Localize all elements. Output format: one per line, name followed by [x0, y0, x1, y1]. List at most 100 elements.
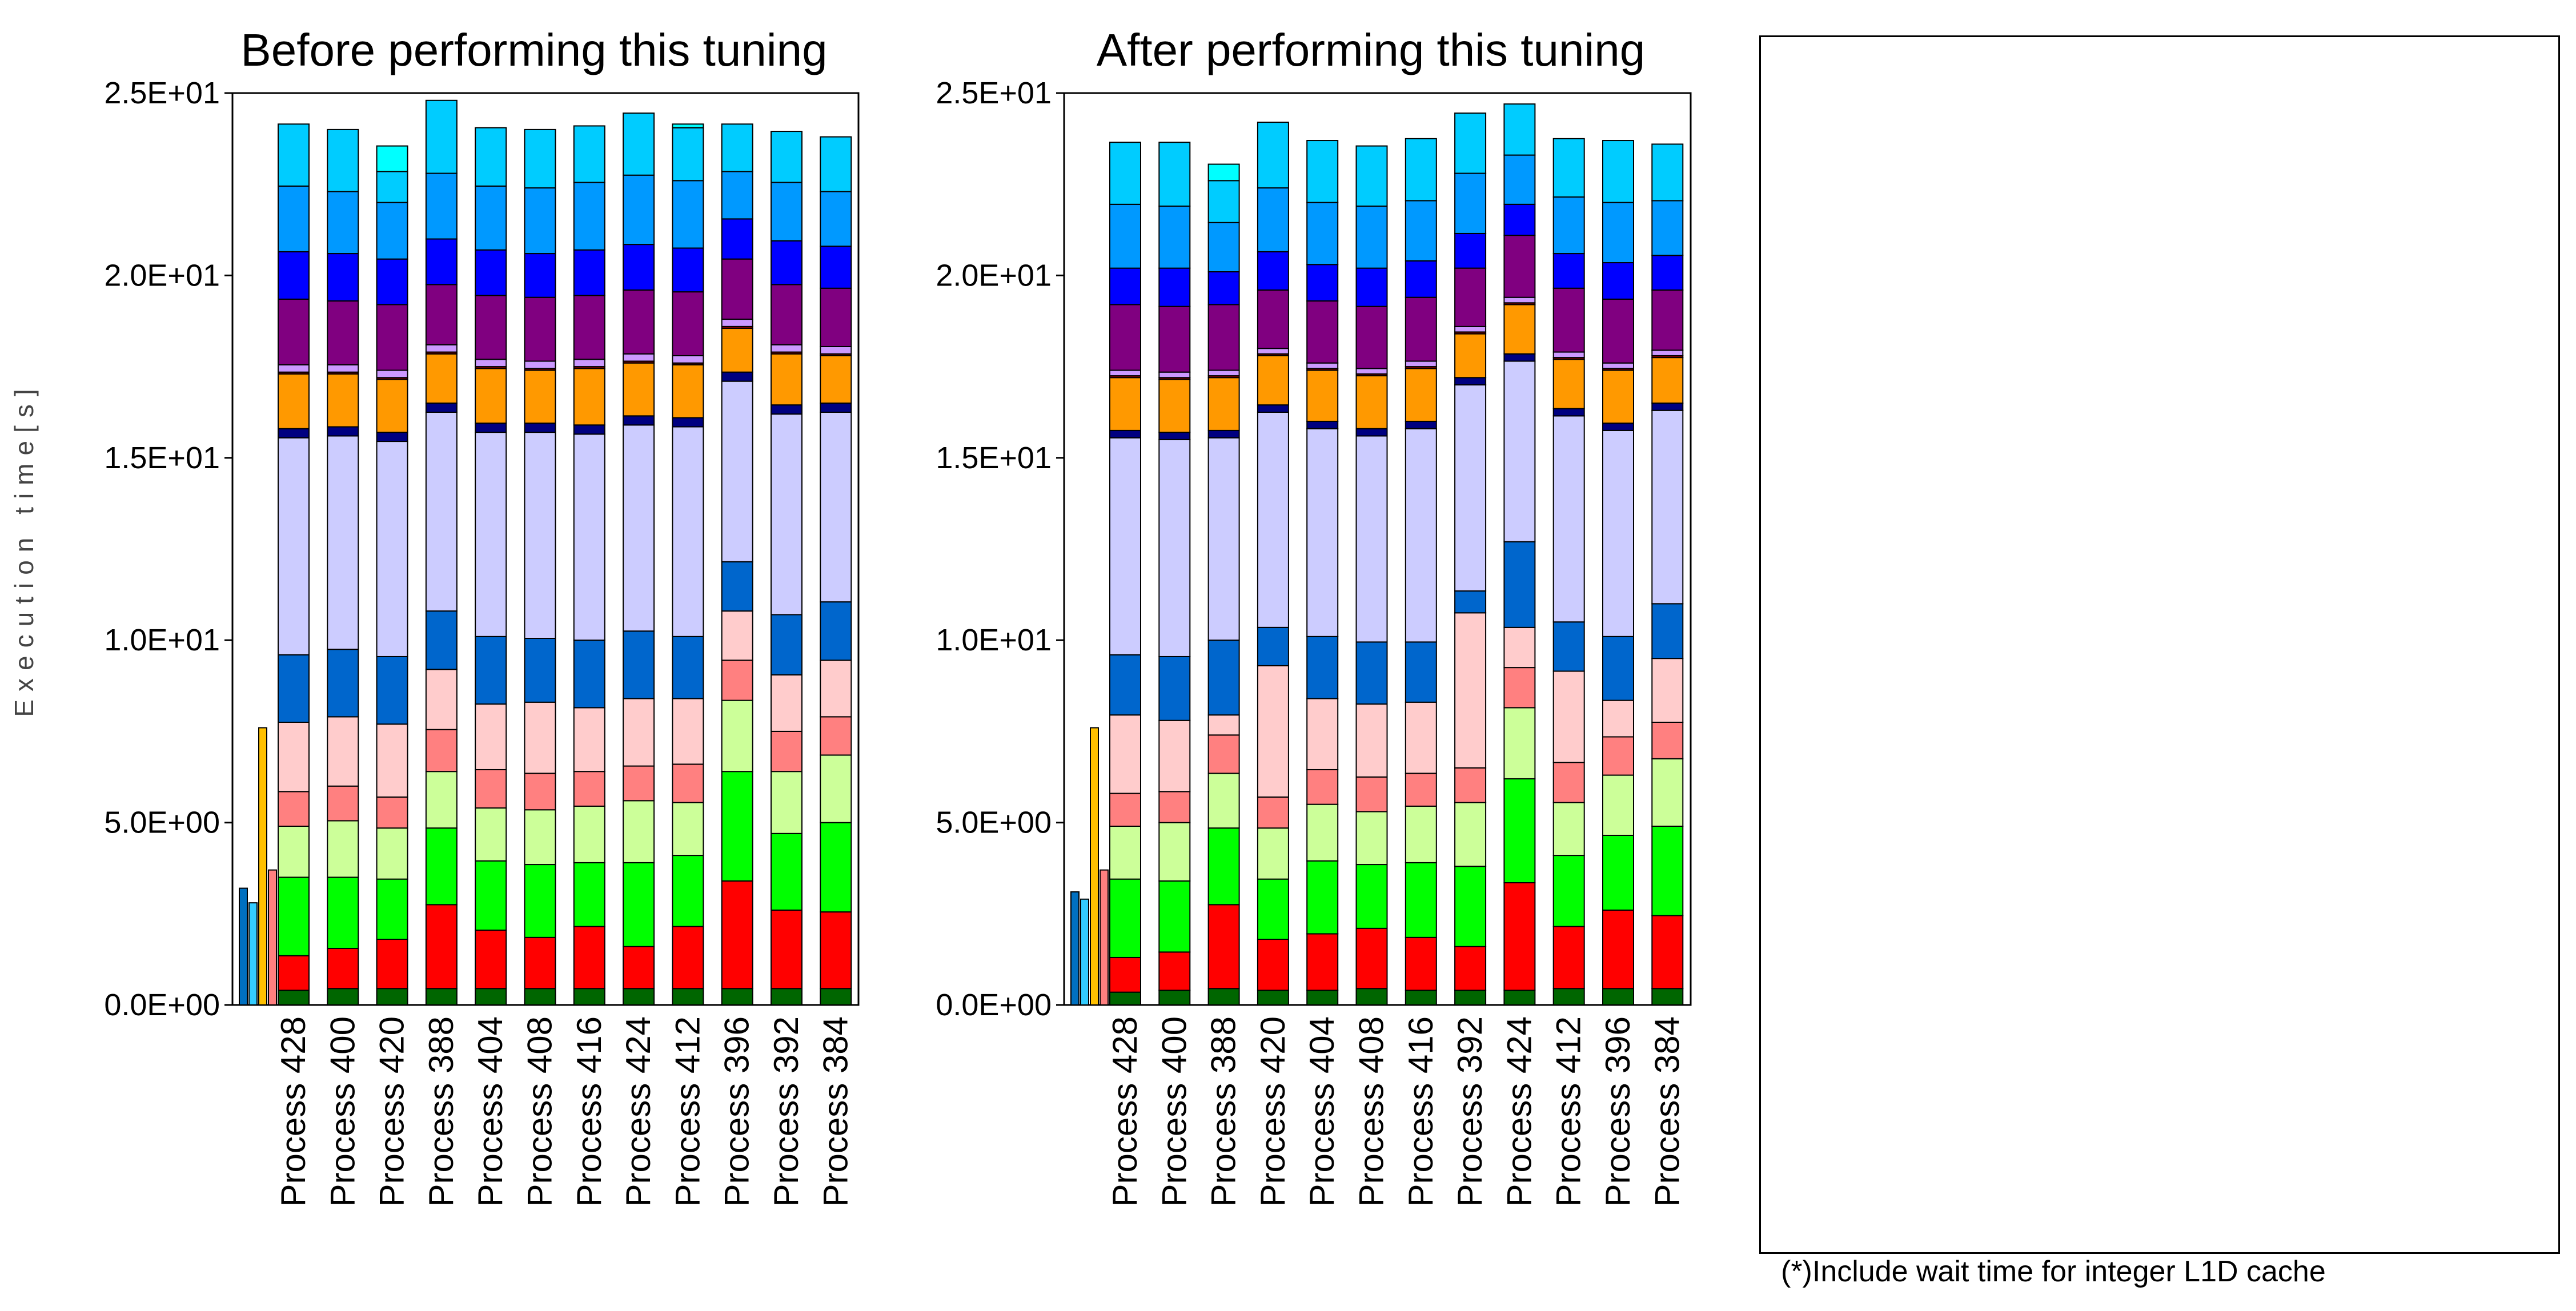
bar-segment — [820, 988, 852, 1006]
bar-segment — [1503, 707, 1536, 779]
bar-segment — [771, 674, 803, 732]
bar-segment — [1602, 909, 1634, 990]
bar-segment — [771, 404, 803, 415]
bar-segment — [425, 411, 458, 612]
bar-segment — [771, 284, 803, 345]
bar-segment — [1651, 603, 1684, 659]
bar-segment — [475, 368, 507, 424]
bar-segment — [425, 99, 458, 174]
bar-segment — [1355, 927, 1388, 990]
bar-segment — [771, 909, 803, 990]
bar-segment — [1257, 411, 1289, 628]
bar-segment — [278, 437, 310, 656]
bar-segment — [1503, 103, 1536, 156]
bar-segment — [1306, 420, 1339, 429]
bar-segment — [721, 380, 753, 562]
bar-segment — [1158, 951, 1191, 991]
bar-segment — [327, 649, 359, 718]
bar-segment — [1503, 626, 1536, 669]
bar-segment — [327, 820, 359, 878]
x-tick-label: Process 400 — [323, 1016, 362, 1207]
bar-segment — [1306, 803, 1339, 862]
bar-segment — [1109, 878, 1141, 958]
bar-segment — [1109, 429, 1141, 439]
bar-segment — [425, 827, 458, 906]
bar-segment — [475, 860, 507, 931]
bar-segment — [1552, 762, 1585, 803]
bar-segment — [623, 862, 655, 947]
bar-segment — [1207, 222, 1240, 273]
bar-segment — [1355, 811, 1388, 866]
bar-segment — [1158, 990, 1191, 1006]
bar-segment — [278, 825, 310, 878]
bar-segment — [327, 364, 359, 373]
bar-segment — [771, 182, 803, 242]
bar-segment — [1109, 793, 1141, 827]
bar-segment — [1405, 420, 1437, 429]
bar-segment — [278, 791, 310, 827]
bar-segment — [573, 249, 605, 296]
y-tick-label: 2.5E+01 — [936, 76, 1052, 110]
bar-segment — [1158, 432, 1191, 440]
bar-segment — [1552, 670, 1585, 763]
bar-segment — [278, 251, 310, 300]
bar-segment — [425, 284, 458, 345]
y-tick-label: 0.0E+00 — [104, 988, 220, 1022]
bar-segment — [672, 698, 704, 765]
bar-segment — [524, 432, 556, 640]
bar-segment — [672, 802, 704, 856]
x-tick-label: Process 408 — [521, 1016, 559, 1207]
x-tick-label: Process 396 — [718, 1016, 756, 1207]
bar-segment — [475, 769, 507, 809]
bar-segment — [721, 699, 753, 773]
bar-segment — [1454, 612, 1487, 769]
bar-segment — [1109, 142, 1141, 205]
bar-segment — [1306, 428, 1339, 637]
bar-segment — [1207, 304, 1240, 371]
bar-segment — [1207, 714, 1240, 736]
bar-segment — [524, 253, 556, 298]
bar-segment — [1158, 142, 1191, 207]
bar-segment — [1454, 590, 1487, 614]
bar-segment — [475, 359, 507, 368]
y-tick-label: 1.0E+01 — [104, 623, 220, 657]
bar-segment — [524, 296, 556, 362]
bar-segment — [771, 771, 803, 834]
bar-segment — [1552, 196, 1585, 255]
bar-segment — [573, 926, 605, 990]
bar-segment — [1552, 621, 1585, 672]
bar-segment — [1602, 636, 1634, 701]
bar-segment — [524, 638, 556, 703]
bar-segment — [1109, 714, 1141, 794]
bar-segment — [771, 413, 803, 616]
bar-segment — [1306, 264, 1339, 302]
x-tick-label: Process 412 — [1550, 1016, 1588, 1207]
bar-segment — [721, 610, 753, 661]
bar-segment — [1207, 640, 1240, 716]
bar-segment — [573, 805, 605, 863]
bar-segment — [1602, 362, 1634, 369]
bar-segment — [820, 911, 852, 990]
bar-segment — [524, 369, 556, 424]
bar-segment — [672, 123, 704, 128]
bar-segment — [327, 876, 359, 949]
bar-segment — [623, 244, 655, 291]
bar-segment — [1257, 665, 1289, 798]
bar-segment — [1454, 172, 1487, 234]
bar-segment — [1503, 667, 1536, 709]
bar-segment — [475, 423, 507, 433]
bar-segment — [327, 191, 359, 255]
y-tick-label: 1.5E+01 — [104, 441, 220, 475]
bar-segment — [1602, 423, 1634, 431]
bar-segment — [721, 371, 753, 382]
bar-segment — [1355, 776, 1388, 813]
bar-segment — [1207, 734, 1240, 774]
bar-segment — [1158, 791, 1191, 823]
bar-segment — [327, 373, 359, 428]
bar-segment — [1109, 654, 1141, 716]
bar-segment — [820, 287, 852, 347]
bar-segment — [376, 145, 408, 172]
bar-segment — [573, 182, 605, 251]
x-tick-label: Process 420 — [373, 1016, 411, 1207]
bar-segment — [327, 300, 359, 365]
